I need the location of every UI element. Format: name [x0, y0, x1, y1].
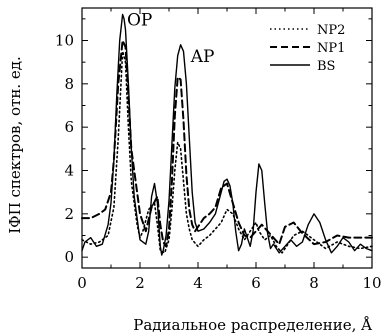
x-tick-label: 6: [251, 274, 261, 292]
y-tick-label: 2: [64, 205, 74, 223]
x-tick-label: 2: [135, 274, 145, 292]
x-tick-label: 8: [309, 274, 319, 292]
y-tick-label: 0: [64, 248, 74, 266]
series-line-bs: [81, 13, 373, 256]
legend-label-bs: BS: [317, 59, 335, 74]
y-tick-label: 4: [64, 162, 74, 180]
y-tick-label: 6: [64, 118, 74, 136]
x-tick-label: 10: [362, 274, 381, 292]
series-line-np2: [81, 50, 373, 254]
legend-label-np2: NP2: [317, 23, 345, 38]
legend-label-np1: NP1: [317, 41, 345, 56]
y-tick-label: 10: [55, 32, 74, 50]
x-tick-label: 0: [77, 274, 87, 292]
series-layer: [81, 13, 373, 256]
y-tick-label: 8: [64, 75, 74, 93]
axes-layer: [81, 7, 373, 269]
legend: NP2 NP1 BS: [270, 23, 345, 74]
annotation-ap: AP: [190, 47, 215, 67]
x-axis-title: Радиальное распределение, Å: [133, 316, 372, 334]
tick-labels-layer: 0 2 4 6 8 10 0 2 4 6 8 10: [55, 32, 382, 293]
y-axis-title: IФП спектров, отн. ед.: [6, 56, 24, 234]
x-tick-label: 4: [193, 274, 203, 292]
annotation-op: OP: [127, 10, 152, 30]
